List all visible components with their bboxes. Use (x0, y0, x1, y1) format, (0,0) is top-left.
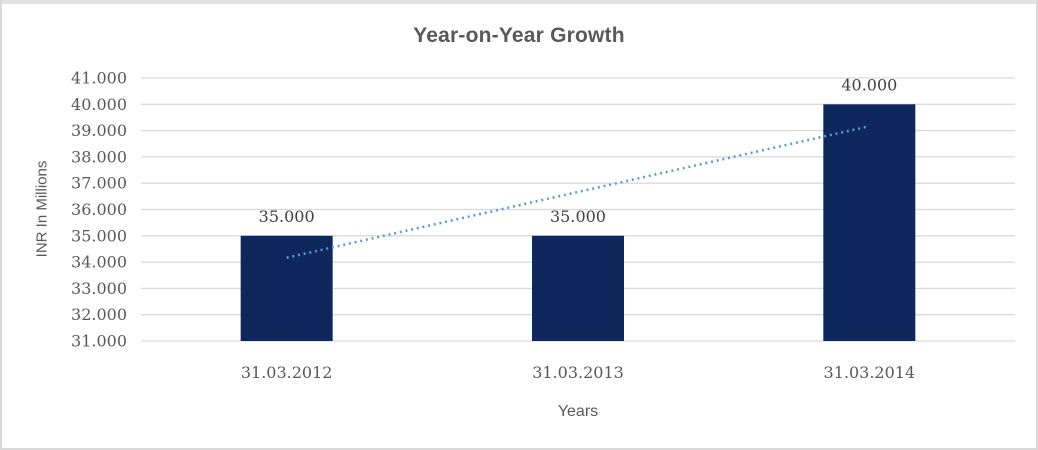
bar-value-label: 35.000 (259, 207, 315, 226)
chart-title: Year-on-Year Growth (413, 24, 625, 47)
y-tick-label: 40.000 (71, 95, 127, 114)
y-tick-label: 35.000 (71, 226, 127, 245)
y-tick-label: 34.000 (71, 253, 127, 272)
y-tick-label: 33.000 (71, 279, 127, 298)
bar (532, 235, 624, 341)
y-tick-label: 37.000 (71, 174, 127, 193)
x-tick-label: 31.03.2013 (532, 363, 624, 382)
bar-value-label: 40.000 (841, 75, 897, 94)
x-axis-title: Years (557, 403, 599, 420)
y-tick-label: 38.000 (71, 147, 127, 166)
y-tick-label: 31.000 (71, 332, 127, 351)
x-tick-label: 31.03.2012 (241, 363, 333, 382)
bar-value-label: 35.000 (550, 207, 606, 226)
top-border-strip (2, 0, 1036, 4)
y-tick-label: 39.000 (71, 121, 127, 140)
y-tick-label: 36.000 (71, 200, 127, 219)
x-tick-label: 31.03.2014 (824, 363, 916, 382)
y-tick-label: 41.000 (71, 69, 127, 88)
bar (240, 235, 333, 341)
bar (823, 104, 916, 341)
y-tick-label: 32.000 (71, 305, 127, 324)
trendline (286, 124, 870, 259)
